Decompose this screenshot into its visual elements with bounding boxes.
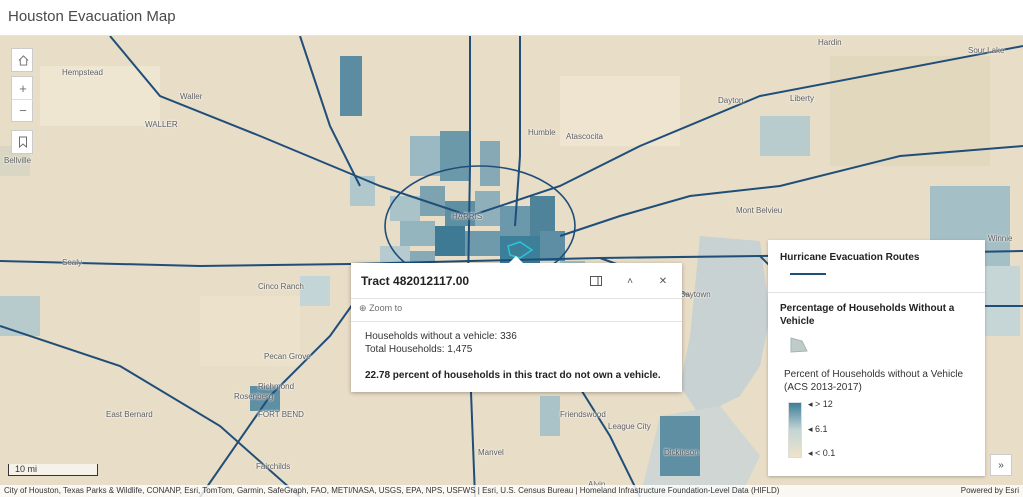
place-label: Bellville [4, 156, 32, 165]
place-label: HARRIS [452, 212, 483, 221]
place-label: Alvin [588, 480, 605, 489]
expand-button[interactable]: » [990, 454, 1012, 476]
selected-tract-outline [507, 241, 534, 259]
zoom-out-button[interactable]: − [12, 99, 34, 121]
attribution-bar: City of Houston, Texas Parks & Wildlife,… [0, 485, 1023, 497]
place-label: East Bernard [106, 410, 153, 419]
zoom-to-label: Zoom to [369, 303, 403, 313]
popup-divider [351, 298, 682, 299]
map-view[interactable]: Hempstead Waller WALLER Humble Atascocit… [0, 36, 1023, 497]
ramp-label-low: ◂ < 0.1 [808, 448, 836, 458]
ramp-label-high: ◂ > 12 [808, 399, 833, 409]
attribution-text: City of Houston, Texas Parks & Wildlife,… [4, 486, 780, 495]
header: Houston Evacuation Map [0, 0, 1023, 36]
polygon-swatch-icon [790, 337, 808, 353]
close-button[interactable]: ✕ [654, 272, 672, 290]
place-label: Richmond [258, 382, 295, 391]
zoom-to-action[interactable]: ⊕ Zoom to [359, 303, 402, 314]
place-label: Sour Lake [968, 46, 1005, 55]
place-label: Hardin [818, 38, 842, 47]
bookmark-icon [19, 136, 27, 148]
color-ramp [788, 402, 802, 458]
legend-layer-title: Hurricane Evacuation Routes [780, 252, 920, 263]
collapse-button[interactable]: ˄ [621, 272, 639, 290]
legend-layer-title: Percentage of Households Without a Vehic… [780, 303, 955, 327]
popup-pointer [509, 256, 523, 263]
place-label: Mont Belvieu [736, 206, 783, 215]
place-label: Liberty [790, 94, 815, 103]
home-icon [18, 54, 28, 66]
place-label: Humble [528, 128, 556, 137]
popup-divider [351, 321, 682, 322]
dock-button[interactable] [587, 272, 605, 290]
chevron-up-icon: ˄ [627, 275, 633, 287]
close-icon: ✕ [658, 275, 668, 287]
place-label: Fairchilds [256, 462, 291, 471]
scale-bar: 10 mi [8, 464, 98, 476]
app-title: Houston Evacuation Map [8, 8, 176, 25]
place-label: Winnie [988, 234, 1013, 243]
place-label: Atascocita [566, 132, 603, 141]
place-label: Rosenberg [234, 392, 274, 401]
zoom-in-icon: ⊕ [359, 303, 367, 313]
popup-summary: 22.78 percent of households in this trac… [365, 370, 661, 381]
popup-title: Tract 482012117.00 [361, 274, 470, 288]
ramp-label-mid: ◂ 6.1 [808, 424, 828, 434]
place-label: Sealy [62, 258, 83, 267]
place-label: Waller [180, 92, 203, 101]
popup-total-households: Total Households: 1,475 [365, 344, 473, 355]
powered-by-link[interactable]: Powered by Esri [960, 486, 1019, 495]
place-label: Hempstead [62, 68, 103, 77]
popup-households-without-vehicle: Households without a vehicle: 336 [365, 331, 517, 342]
legend-divider [768, 292, 985, 293]
bay-water [680, 236, 770, 416]
place-label: Dickinson [664, 448, 699, 457]
legend-field-label: Percent of Households without a Vehicle … [784, 369, 963, 393]
home-button[interactable] [12, 49, 34, 71]
place-label: Manvel [478, 448, 504, 457]
place-label: Cinco Ranch [258, 282, 304, 291]
zoom-tools: + − [11, 76, 34, 122]
place-label: Baytown [680, 290, 711, 299]
legend-panel: Hurricane Evacuation Routes Percentage o… [768, 240, 985, 476]
place-label: FORT BEND [258, 410, 304, 419]
feature-popup: Tract 482012117.00 ˄ ✕ ⊕ Zoom to Househo… [351, 256, 682, 392]
scale-label: 10 mi [15, 464, 38, 474]
double-chevron-right-icon: » [998, 459, 1004, 471]
bookmark-button[interactable] [12, 131, 34, 153]
zoom-in-button[interactable]: + [19, 80, 27, 96]
bookmark-tool [11, 130, 33, 154]
place-label: WALLER [145, 120, 178, 129]
home-tool [11, 48, 33, 72]
place-label: League City [608, 422, 651, 431]
place-label: Pecan Grove [264, 352, 311, 361]
place-label: Dayton [718, 96, 744, 105]
route-symbol [790, 273, 826, 275]
place-label: Friendswood [560, 410, 606, 419]
dock-icon [590, 276, 602, 286]
